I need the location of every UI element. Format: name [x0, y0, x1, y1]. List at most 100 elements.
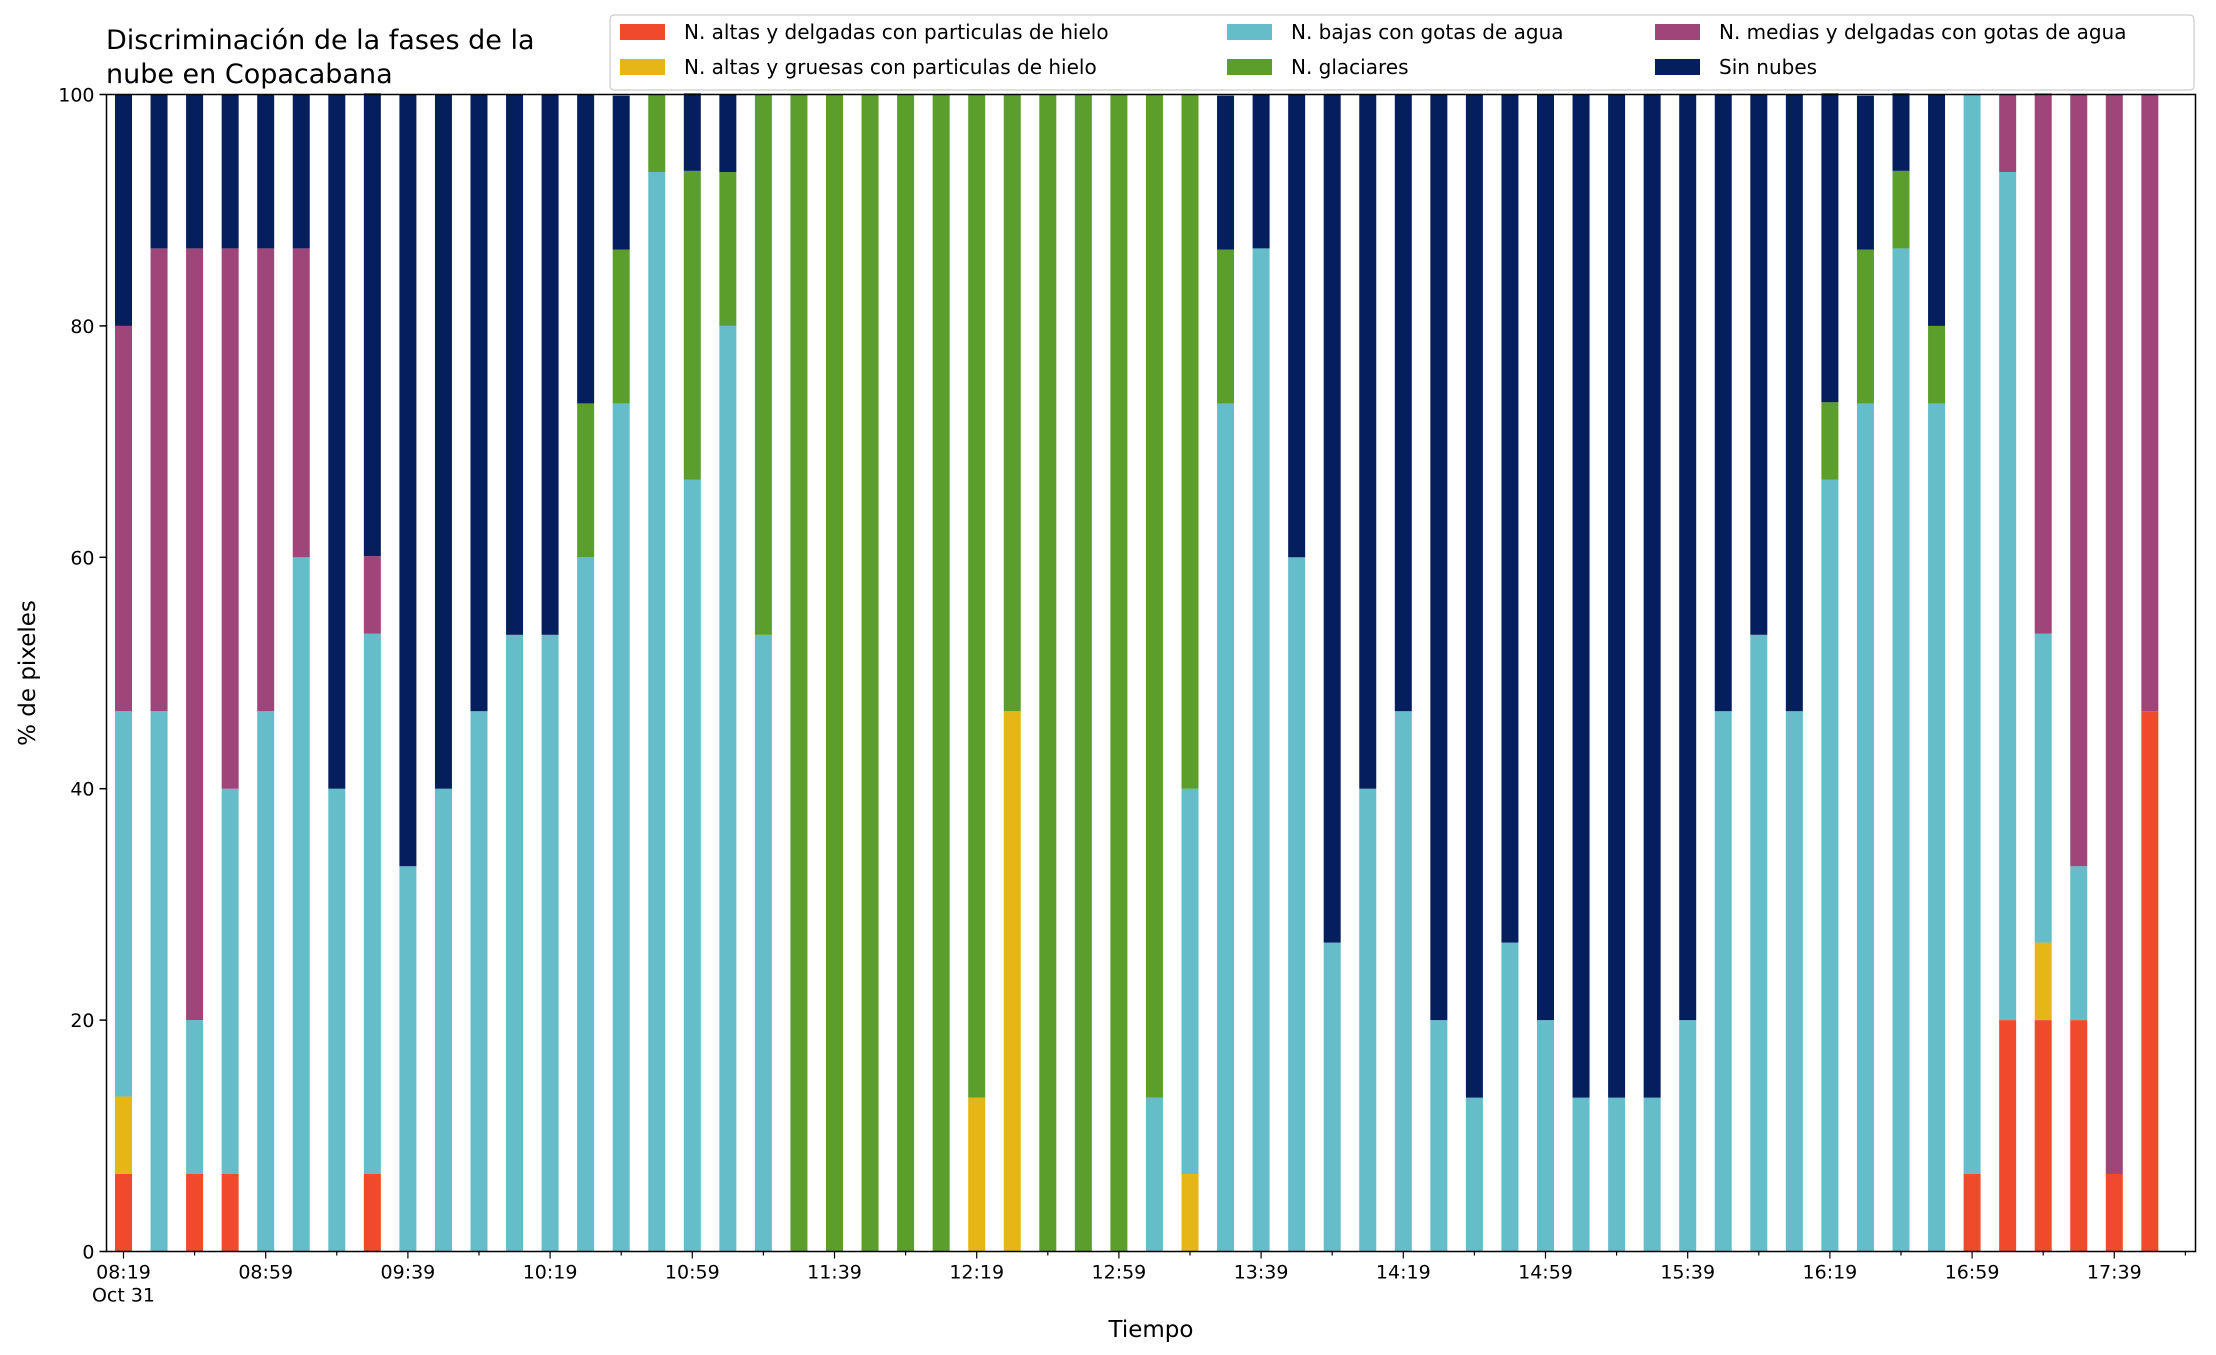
x-tick-label: 09:39: [381, 1262, 436, 1284]
bar-segment-6-1439: [1465, 94, 1483, 1098]
bar-segment-6-1509: [1572, 94, 1590, 1098]
bar-segment-4-1149: [861, 94, 879, 1252]
bar-segment-5-1749: [2141, 94, 2159, 712]
bar-segment-1-1739: [2105, 1173, 2123, 1252]
bar-segment-2-1719: [2034, 942, 2052, 1021]
bar-segment-6-1029: [577, 94, 595, 404]
bar-segment-4-1029: [577, 403, 595, 558]
bar-segment-3-0839: [186, 1020, 204, 1174]
bar-segment-3-1539: [1679, 1020, 1697, 1252]
bar-segment-3-1329: [1217, 403, 1235, 1252]
bar-segment-1-0929: [363, 1173, 381, 1252]
bar-segment-4-1259: [1110, 94, 1128, 1252]
bar-segment-4-1139: [826, 94, 843, 1252]
bar-segment-6-1109: [719, 94, 737, 173]
x-tick-label: 15:39: [1660, 1262, 1715, 1284]
legend-swatch: [1655, 24, 1700, 40]
bar-segment-3-0949: [434, 788, 452, 1252]
bar-segment-1-1749: [2141, 711, 2159, 1252]
bar-segment-6-0839: [186, 94, 204, 249]
bar-segment-2-1219: [968, 1097, 986, 1252]
x-tick-label: 11:39: [807, 1262, 862, 1284]
bar-segment-4-1639: [1892, 170, 1910, 249]
bar-segment-4-1649: [1928, 325, 1946, 404]
bar-segment-4-1129: [790, 94, 808, 1252]
bar-segment-4-1249: [1074, 94, 1092, 1252]
bar-segment-6-1339: [1252, 94, 1270, 249]
y-axis: 0 20 40 60 80 100: [58, 85, 107, 1264]
bar-segment-3-1519: [1608, 1097, 1626, 1252]
bar-segment-3-1319: [1181, 788, 1199, 1174]
bar-segment-5-0909: [292, 248, 310, 558]
bar-segment-6-1349: [1288, 94, 1306, 558]
bar-segment-4-1109: [719, 172, 737, 326]
bar-segment-2-1229: [1003, 711, 1021, 1252]
bar-segment-3-1449: [1501, 942, 1519, 1252]
bar-segment-3-1509: [1572, 1097, 1590, 1252]
bar-segment-5-0829: [150, 248, 168, 712]
y-tick-label: 20: [70, 1010, 94, 1032]
y-tick-label: 80: [70, 316, 94, 338]
bar-segment-3-1659: [1963, 94, 1981, 1174]
bar-segment-6-0929: [363, 93, 381, 557]
bar-segment-6-1539: [1679, 94, 1697, 1021]
bar-segment-1-1719: [2034, 1020, 2052, 1252]
bar-segment-6-1519: [1608, 94, 1626, 1098]
bar-segment-3-0919: [328, 788, 346, 1252]
x-tick-label: 12:19: [949, 1262, 1004, 1284]
bar-segment-4-1159: [897, 94, 915, 1252]
bar-segment-3-1609: [1785, 711, 1803, 1252]
x-tick-label: 16:59: [1945, 1262, 2000, 1284]
legend-swatch: [620, 24, 665, 40]
x-tick-label: 10:19: [523, 1262, 578, 1284]
legend-label: N. medias y delgadas con gotas de agua: [1719, 20, 2127, 44]
bar-segment-3-1359: [1323, 942, 1341, 1252]
bar-segment-6-1429: [1430, 94, 1448, 1021]
bar-segment-6-1059: [683, 93, 701, 171]
bar-segment-4-1629: [1856, 249, 1874, 404]
y-tick-label: 60: [70, 547, 94, 569]
bar-segment-3-1109: [719, 325, 737, 1252]
bar-segment-3-1629: [1856, 403, 1874, 1252]
bar-segment-3-1719: [2034, 633, 2052, 943]
bar-segment-3-1029: [577, 557, 595, 1252]
x-axis-label: Tiempo: [1108, 1317, 1194, 1343]
bar-segment-3-1009: [506, 634, 524, 1252]
bar-segment-3-1419: [1394, 711, 1412, 1252]
legend-label: N. altas y delgadas con particulas de hi…: [684, 20, 1109, 44]
bar-segment-6-1529: [1643, 94, 1661, 1098]
x-tick-label: 14:19: [1376, 1262, 1431, 1284]
bar-segment-6-1359: [1323, 94, 1341, 943]
bar-segment-3-1309: [1145, 1097, 1163, 1252]
legend-swatch: [1655, 59, 1700, 75]
bars-group: [115, 93, 2159, 1252]
bar-segment-6-0829: [150, 94, 168, 249]
bar-segment-3-1639: [1892, 248, 1910, 1252]
bar-segment-5-1709: [1999, 94, 2017, 173]
legend: N. altas y delgadas con particulas de hi…: [609, 14, 2195, 91]
bar-segment-3-0909: [292, 557, 310, 1252]
bar-segment-4-1049: [648, 94, 666, 173]
legend-swatch: [1227, 59, 1272, 75]
legend-frame: [609, 14, 2195, 91]
legend-label: N. bajas con gotas de agua: [1291, 20, 1564, 44]
bar-segment-4-1309: [1145, 94, 1163, 1098]
y-tick-label: 0: [82, 1242, 94, 1264]
bar-segment-4-1329: [1217, 249, 1235, 404]
bar-segment-6-0819: [115, 94, 132, 326]
plot-frame: [105, 93, 2197, 1253]
bar-segment-1-1729: [2070, 1020, 2088, 1252]
bar-segment-4-1319: [1181, 94, 1199, 789]
bar-segment-3-1019: [541, 634, 559, 1252]
bar-segment-6-0919: [328, 94, 346, 789]
bar-segment-6-1329: [1217, 95, 1235, 250]
bar-segment-5-0849: [221, 248, 239, 789]
bar-segment-3-0959: [470, 711, 488, 1252]
bar-segment-3-1049: [648, 172, 666, 1252]
legend-swatch: [620, 59, 665, 75]
y-axis-label: % de pixeles: [15, 600, 41, 746]
bar-segment-6-1549: [1714, 94, 1732, 712]
bar-segment-1-0819: [115, 1173, 132, 1252]
x-tick-label: 08:19: [96, 1262, 151, 1284]
